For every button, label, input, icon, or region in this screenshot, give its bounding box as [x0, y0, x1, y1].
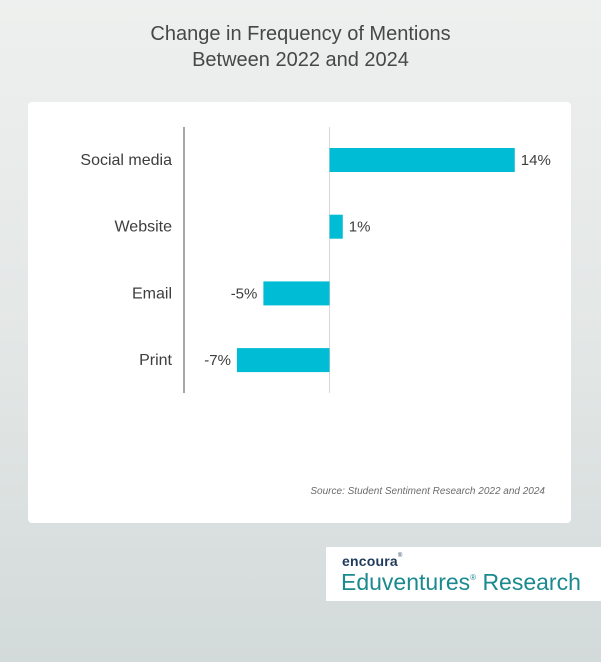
value-label-3: -7%: [204, 352, 231, 369]
value-label-0: 14%: [521, 152, 551, 169]
brand-encoura: encoura®: [342, 553, 403, 569]
category-label-2: Email: [132, 285, 172, 302]
bar-3: [236, 348, 330, 373]
chart-title-line-1: Change in Frequency of Mentions: [150, 23, 451, 45]
source-note: Source: Student Sentiment Research 2022 …: [310, 486, 545, 497]
brand-logo: encoura® Eduventures® Research: [326, 547, 601, 601]
bar-2: [263, 281, 330, 306]
chart-title: Change in Frequency of Mentions Between …: [0, 21, 601, 73]
brand-eduventures: Eduventures® Research: [341, 569, 581, 596]
brand-eduventures-text: Eduventures: [341, 569, 471, 595]
brand-encoura-text: encoura: [342, 553, 398, 569]
bar-1: [329, 214, 343, 239]
value-label-1: 1%: [349, 219, 371, 236]
brand-encoura-reg: ®: [397, 553, 403, 559]
chart-title-line-2: Between 2022 and 2024: [192, 49, 409, 71]
brand-research-text: Research: [482, 569, 581, 595]
bar-0: [329, 148, 515, 172]
category-label-3: Print: [139, 352, 172, 369]
brand-eduventures-reg: ®: [470, 573, 477, 582]
chart-card: Social media 14% Website 1% Email -5% Print -7%…: [28, 102, 571, 523]
category-label-1: Website: [114, 219, 172, 236]
value-label-2: -5%: [231, 285, 258, 302]
category-label-0: Social media: [80, 152, 172, 169]
bar-chart: Social media 14% Website 1% Email -5% Print -7%: [80, 127, 551, 393]
